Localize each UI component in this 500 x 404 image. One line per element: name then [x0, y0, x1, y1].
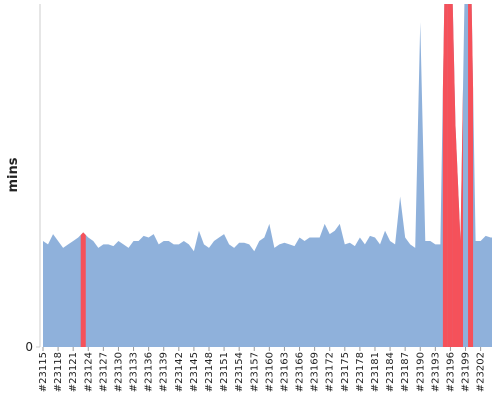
- x-tick-label: #23130: [113, 352, 124, 392]
- x-tick-label: #23148: [204, 352, 215, 392]
- x-tick-label: #23187: [400, 352, 411, 392]
- x-tick-label: #23115: [38, 352, 49, 392]
- x-tick-label: #23193: [430, 352, 441, 392]
- x-tick-label: #23172: [325, 352, 336, 392]
- area: [43, 4, 492, 347]
- failed-build: [457, 88, 464, 347]
- failed-build: [468, 4, 474, 347]
- failed-build: [80, 232, 86, 347]
- x-tick-label: #23160: [264, 352, 275, 392]
- x-tick-label: #23202: [476, 352, 487, 392]
- x-tick-label: #23118: [53, 352, 64, 392]
- y-axis-label: mins: [6, 157, 21, 192]
- x-tick-label: #23133: [129, 352, 140, 392]
- x-tick-label: #23166: [295, 352, 306, 392]
- failed-build: [447, 4, 453, 347]
- x-tick-label: #23169: [310, 352, 321, 392]
- x-tick-label: #23163: [279, 352, 290, 392]
- x-tick-label: #23196: [445, 352, 456, 392]
- x-tick-label: #23145: [189, 352, 200, 392]
- failed-build: [452, 13, 458, 347]
- x-tick-label: #23178: [355, 352, 366, 392]
- plot-area: [43, 4, 492, 347]
- y-tick-label: 0: [25, 340, 33, 354]
- x-tick-label: #23190: [415, 352, 426, 392]
- failed-build: [442, 4, 448, 347]
- x-tick-label: #23139: [159, 352, 170, 392]
- x-tick-label: #23124: [83, 352, 94, 392]
- x-tick-label: #23157: [249, 352, 260, 392]
- x-tick-label: #23154: [234, 352, 245, 392]
- x-tick-label: #23181: [370, 352, 381, 392]
- x-tick-label: #23151: [219, 352, 230, 392]
- x-tick-label: #23121: [68, 352, 79, 392]
- x-tick-label: #23136: [144, 352, 155, 392]
- x-tick-label: #23199: [461, 352, 472, 392]
- x-tick-label: #23142: [174, 352, 185, 392]
- x-tick-label: #23184: [385, 352, 396, 392]
- x-tick-label: #23175: [340, 352, 351, 392]
- x-tick-label: #23127: [98, 352, 109, 392]
